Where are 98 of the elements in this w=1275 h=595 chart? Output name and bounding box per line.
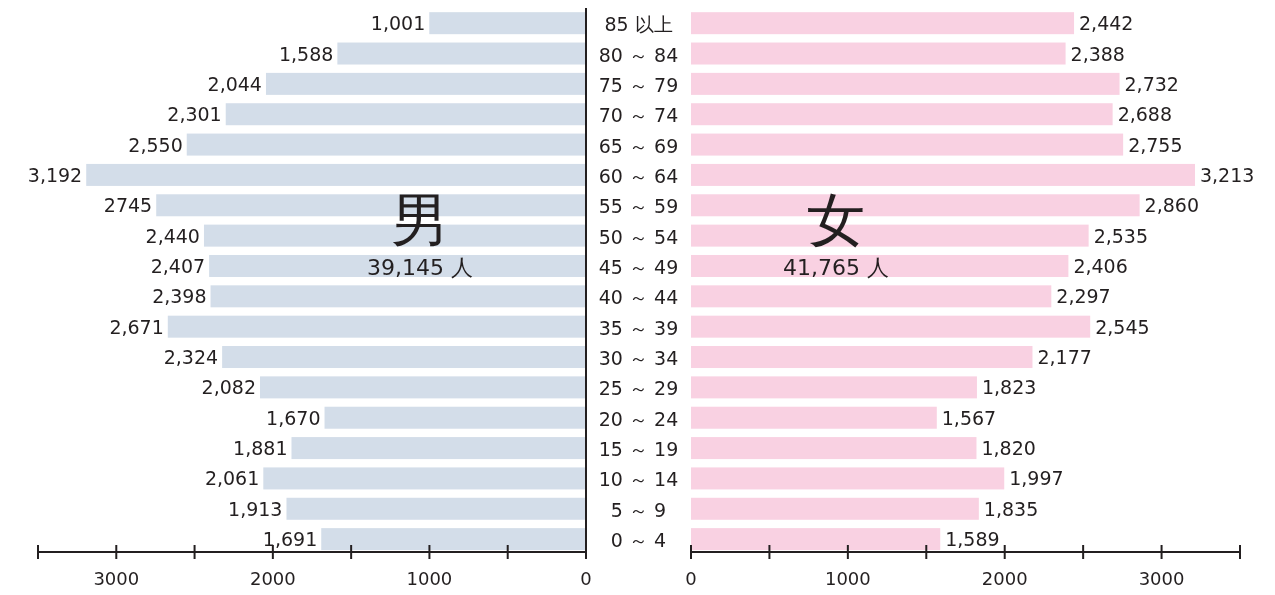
bar xyxy=(691,12,1075,35)
data-label: 2,671 xyxy=(109,315,164,338)
bar xyxy=(265,72,586,95)
data-label: 3,213 xyxy=(1199,163,1255,186)
data-label: 2,755 xyxy=(1128,133,1183,156)
data-label: 2,535 xyxy=(1093,224,1149,247)
data-label: 1,567 xyxy=(941,406,997,429)
x-tick-label: 2000 xyxy=(249,568,296,589)
x-tick-label: 0 xyxy=(580,568,592,589)
bar xyxy=(691,437,977,460)
bar xyxy=(225,103,586,126)
data-label: 2,440 xyxy=(145,224,200,247)
bar xyxy=(337,42,586,65)
data-label: 1,001 xyxy=(370,12,426,35)
bar xyxy=(691,163,1195,186)
y-tick-label: 15 ～ 19 xyxy=(598,438,679,461)
bar xyxy=(186,133,586,156)
bar xyxy=(691,315,1091,338)
data-label: 1,823 xyxy=(981,376,1037,399)
data-label: 1,820 xyxy=(981,437,1036,460)
y-tick-label: 10 ～ 14 xyxy=(598,468,679,491)
data-label: 1,589 xyxy=(945,528,1000,551)
bar xyxy=(86,163,586,186)
y-tick-label: 40 ～ 44 xyxy=(598,286,679,309)
data-label: 1,913 xyxy=(228,497,283,520)
data-label: 2,061 xyxy=(204,467,260,490)
bar xyxy=(691,254,1069,277)
data-label: 2,688 xyxy=(1117,103,1173,126)
data-label: 2,550 xyxy=(128,133,183,156)
data-label: 2,406 xyxy=(1073,254,1128,277)
data-label: 2,177 xyxy=(1037,346,1092,369)
annotation: 39,145 人 xyxy=(367,255,473,280)
bar xyxy=(222,346,586,369)
data-label: 2,545 xyxy=(1095,315,1150,338)
bar xyxy=(286,497,586,520)
x-tick-label: 2000 xyxy=(981,568,1028,589)
bar xyxy=(691,72,1120,95)
bar xyxy=(691,376,977,399)
data-label: 2,044 xyxy=(207,72,262,95)
data-label: 1,588 xyxy=(278,42,334,65)
data-label: 2,301 xyxy=(167,103,222,126)
x-tick-label: 1000 xyxy=(824,568,871,589)
data-label: 2,398 xyxy=(152,285,207,308)
bar xyxy=(321,528,586,551)
y-tick-label: 70 ～ 74 xyxy=(598,104,679,127)
bar xyxy=(324,406,586,429)
data-label: 1,670 xyxy=(266,406,321,429)
data-label: 2,442 xyxy=(1079,12,1134,35)
y-tick-label: 35 ～ 39 xyxy=(598,316,679,339)
data-label: 1,835 xyxy=(983,497,1039,520)
y-tick-label: 0 ～ 4 xyxy=(610,529,667,552)
y-tick-label: 20 ～ 24 xyxy=(598,407,679,430)
bar xyxy=(691,406,937,429)
data-label: 2,860 xyxy=(1144,194,1200,217)
data-label: 2,082 xyxy=(201,376,257,399)
bar xyxy=(263,467,586,490)
bar xyxy=(210,285,586,308)
y-tick-label: 50 ～ 54 xyxy=(598,225,679,248)
bar xyxy=(209,254,586,277)
bar xyxy=(429,12,586,35)
y-tick-label: 5 ～ 9 xyxy=(610,498,667,521)
data-label: 1,691 xyxy=(262,528,318,551)
data-label: 2745 xyxy=(103,194,153,217)
bar xyxy=(691,285,1052,308)
y-tick-label: 60 ～ 64 xyxy=(598,164,679,187)
x-tick-label: 3000 xyxy=(1138,568,1185,589)
bar xyxy=(691,497,979,520)
bar xyxy=(260,376,586,399)
y-tick-label: 45 ～ 49 xyxy=(598,255,679,278)
y-tick-label: 25 ～ 29 xyxy=(598,377,679,400)
bar xyxy=(691,42,1066,65)
annotation: 男 xyxy=(391,186,449,254)
y-tick-label: 75 ～ 79 xyxy=(598,73,679,96)
x-tick-label: 1000 xyxy=(406,568,453,589)
data-label: 2,297 xyxy=(1056,285,1111,308)
data-label: 2,324 xyxy=(163,346,219,369)
data-label: 2,388 xyxy=(1070,42,1125,65)
x-tick-label: 3000 xyxy=(93,568,140,589)
data-label: 2,732 xyxy=(1124,72,1179,95)
y-tick-label: 30 ～ 34 xyxy=(598,347,679,370)
data-label: 1,997 xyxy=(1009,467,1064,490)
y-tick-label: 85 以上 xyxy=(604,13,673,36)
bar xyxy=(691,346,1033,369)
bar xyxy=(691,528,941,551)
annotation: 女 xyxy=(807,186,865,254)
data-label: 3,192 xyxy=(27,163,83,186)
y-tick-label: 65 ～ 69 xyxy=(598,134,679,157)
bar xyxy=(691,467,1005,490)
data-label: 1,881 xyxy=(233,437,288,460)
x-tick-label: 0 xyxy=(685,568,697,589)
y-tick-label: 80 ～ 84 xyxy=(598,43,679,66)
y-tick-label: 55 ～ 59 xyxy=(598,195,679,218)
bar xyxy=(167,315,586,338)
bar xyxy=(691,103,1113,126)
bar xyxy=(291,437,586,460)
bar xyxy=(691,133,1124,156)
annotation: 41,765 人 xyxy=(783,255,889,280)
data-label: 2,407 xyxy=(150,254,206,277)
